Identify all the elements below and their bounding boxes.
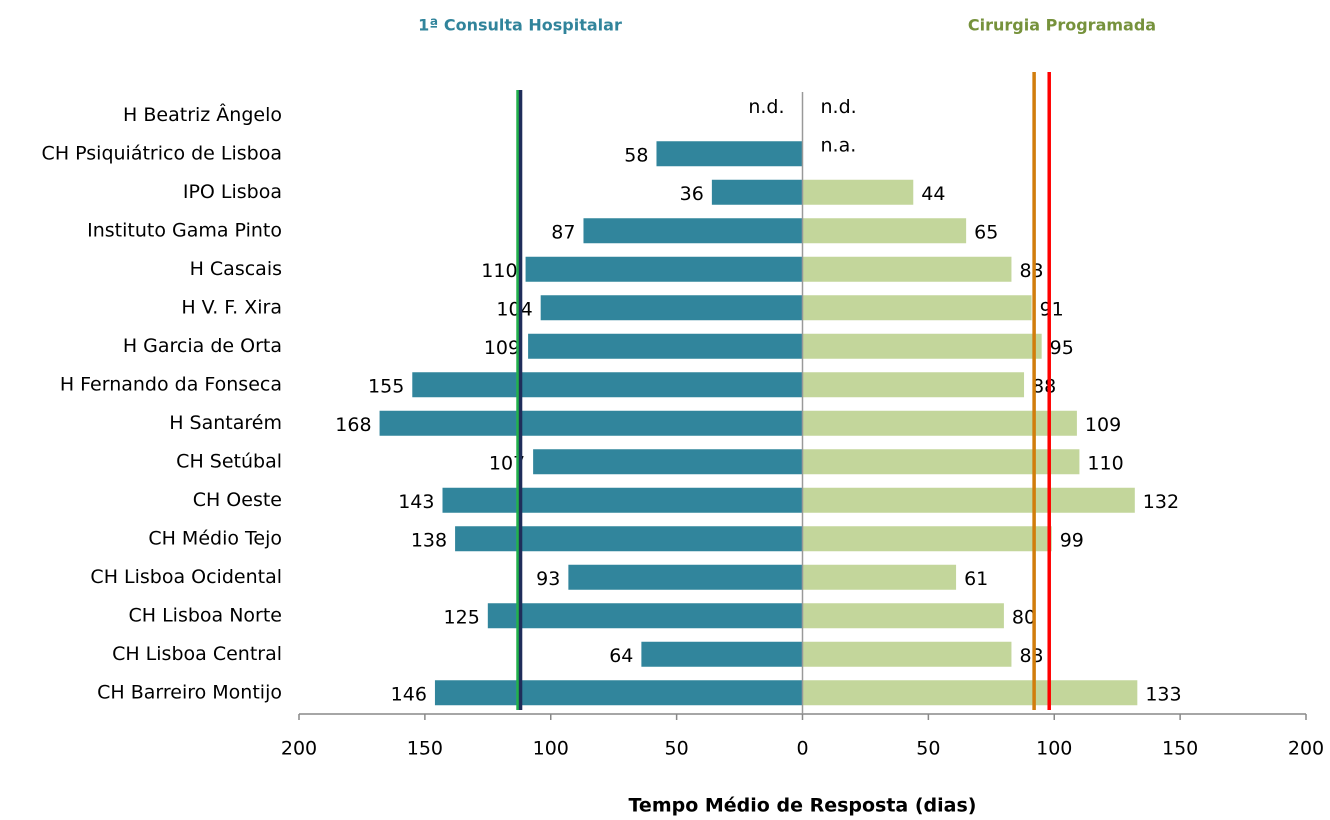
value-label: 168: [335, 414, 371, 436]
category-label: H Cascais: [190, 258, 282, 280]
bar: [802, 333, 1042, 359]
bar: [802, 410, 1077, 436]
value-label: 109: [1085, 414, 1121, 436]
value-label: 87: [551, 221, 575, 243]
bar: [802, 564, 957, 590]
category-label: CH Psiquiátrico de Lisboa: [42, 142, 282, 164]
series-title: 1ª Consulta Hospitalar: [418, 16, 622, 35]
bar: [711, 179, 803, 205]
category-label: CH Médio Tejo: [148, 527, 282, 549]
value-label: 91: [1040, 298, 1064, 320]
bar: [487, 603, 803, 629]
value-label: 110: [481, 260, 517, 282]
x-tick-label: 100: [533, 738, 569, 760]
value-label: n.a.: [821, 134, 857, 156]
x-tick-label: 50: [916, 738, 940, 760]
bar: [641, 641, 803, 667]
bar: [379, 410, 803, 436]
value-label: 61: [964, 568, 988, 590]
value-label: 110: [1087, 452, 1123, 474]
bar: [568, 564, 803, 590]
value-label: 44: [921, 183, 945, 205]
value-label: n.d.: [748, 96, 784, 118]
value-label: 107: [489, 452, 525, 474]
x-tick-label: 100: [1036, 738, 1072, 760]
bar: [802, 449, 1080, 475]
category-label: CH Barreiro Montijo: [97, 681, 282, 703]
category-label: IPO Lisboa: [183, 181, 282, 203]
bar: [533, 449, 803, 475]
x-tick-label: 150: [407, 738, 443, 760]
category-label: H Fernando da Fonseca: [60, 373, 282, 395]
bar: [802, 218, 967, 244]
bar: [802, 256, 1012, 282]
value-label: 58: [624, 144, 648, 166]
x-tick-label: 200: [1288, 738, 1324, 760]
value-label: 36: [680, 183, 704, 205]
x-tick-label: 150: [1162, 738, 1198, 760]
category-label: H V. F. Xira: [181, 296, 282, 318]
bar: [412, 372, 803, 398]
value-label: 143: [398, 491, 434, 513]
bar: [540, 295, 803, 321]
category-label: CH Setúbal: [176, 450, 282, 472]
value-label: 65: [974, 221, 998, 243]
category-label: CH Lisboa Norte: [128, 604, 282, 626]
value-label: 155: [368, 375, 404, 397]
bar: [802, 641, 1012, 667]
category-label: CH Lisboa Central: [112, 643, 282, 665]
bar: [802, 372, 1025, 398]
bar: [802, 603, 1004, 629]
value-label: 80: [1012, 606, 1036, 628]
value-label: 104: [496, 298, 532, 320]
category-label: H Beatriz Ângelo: [123, 103, 282, 126]
value-label: 109: [484, 337, 520, 359]
bar: [455, 526, 803, 552]
category-label: CH Oeste: [193, 489, 282, 511]
x-tick-label: 50: [665, 738, 689, 760]
bar: [528, 333, 803, 359]
series-title: Cirurgia Programada: [968, 16, 1156, 35]
bar: [442, 487, 803, 513]
value-label: 133: [1145, 683, 1181, 705]
value-label: 99: [1060, 529, 1084, 551]
value-label: 83: [1019, 260, 1043, 282]
bar: [802, 179, 914, 205]
bar: [802, 680, 1138, 706]
value-label: 95: [1050, 337, 1074, 359]
bar: [802, 487, 1135, 513]
category-label: H Garcia de Orta: [123, 335, 282, 357]
bar: [656, 141, 803, 167]
x-tick-label: 0: [796, 738, 808, 760]
value-label: 125: [444, 606, 480, 628]
bar: [434, 680, 803, 706]
category-label: H Santarém: [169, 412, 282, 434]
bar: [802, 295, 1032, 321]
category-label: CH Lisboa Ocidental: [90, 566, 282, 588]
x-tick-label: 200: [281, 738, 317, 760]
bar: [802, 526, 1052, 552]
value-label: 64: [609, 645, 633, 667]
value-label: 146: [391, 683, 427, 705]
value-label: 132: [1143, 491, 1179, 513]
value-label: 93: [536, 568, 560, 590]
x-axis-label: Tempo Médio de Resposta (dias): [629, 795, 977, 817]
value-label: 138: [411, 529, 447, 551]
bar: [525, 256, 803, 282]
value-label: n.d.: [821, 96, 857, 118]
bar: [583, 218, 803, 244]
category-label: Instituto Gama Pinto: [87, 219, 282, 241]
value-label: 83: [1019, 645, 1043, 667]
